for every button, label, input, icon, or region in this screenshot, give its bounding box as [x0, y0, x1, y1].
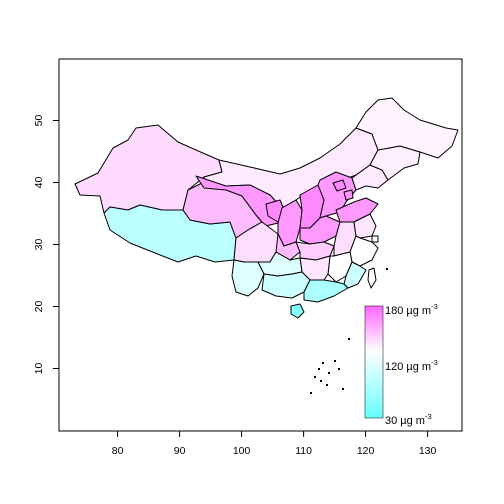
- province-beijing[interactable]: [332, 179, 347, 192]
- province-layer: [74, 97, 459, 394]
- legend-high-label: 180 µg m-3: [385, 302, 438, 317]
- y-tick-label: 10: [33, 363, 45, 375]
- legend-low-label: 30 µg m-3: [385, 412, 432, 427]
- y-tick-label: 50: [33, 115, 45, 127]
- x-axis: 80 90 100 110 120 130: [112, 431, 437, 457]
- color-scale-legend: 180 µg m-3 120 µg m-3 30 µg m-3: [364, 302, 438, 427]
- x-tick-label: 110: [295, 445, 312, 457]
- color-scale-bar: [364, 305, 384, 419]
- y-tick-label: 40: [33, 177, 45, 189]
- province-hainan[interactable]: [290, 303, 305, 319]
- y-tick-label: 20: [33, 301, 45, 313]
- y-tick-label: 30: [33, 239, 45, 251]
- province-yunnan[interactable]: [231, 259, 265, 297]
- province-taiwan[interactable]: [367, 267, 377, 289]
- legend-mid-label: 120 µg m-3: [385, 358, 438, 373]
- x-tick-label: 80: [112, 445, 124, 457]
- x-tick-label: 90: [174, 445, 186, 457]
- province-guangxi[interactable]: [261, 271, 311, 299]
- province-tianjin[interactable]: [343, 189, 354, 201]
- province-shanghai[interactable]: [371, 235, 379, 243]
- y-axis: 10 20 30 40 50: [33, 115, 59, 375]
- province-guangdong[interactable]: [303, 279, 349, 303]
- x-tick-label: 120: [357, 445, 375, 457]
- x-tick-label: 130: [419, 445, 437, 457]
- province-heilongjiang[interactable]: [355, 97, 459, 159]
- x-tick-label: 100: [233, 445, 251, 457]
- south-sea-islands: [310, 268, 388, 394]
